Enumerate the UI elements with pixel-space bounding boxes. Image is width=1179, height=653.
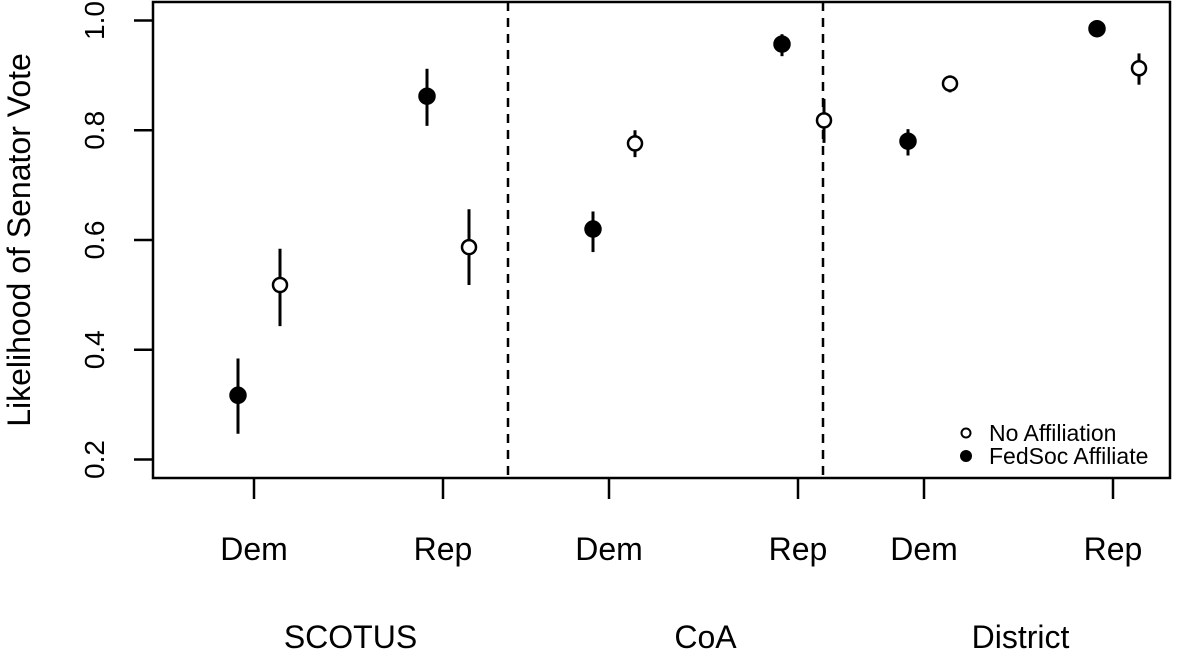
data-point-no-affiliation [271,276,289,294]
legend-label: FedSoc Affiliate [989,443,1148,469]
y-tick-label: 0.4 [79,330,110,369]
y-axis-label: Likelihood of Senator Vote [1,53,37,427]
x-tick-label: Dem [890,531,958,567]
data-point-no-affiliation [460,238,478,256]
data-point-no-affiliation [626,135,644,152]
x-tick-label: Dem [220,531,288,567]
data-point-fedsoc [899,132,917,150]
panel-label: SCOTUS [284,619,417,653]
x-tick-label: Rep [769,531,828,567]
y-axis: 0.2 0.4 0.6 0.8 1.0 [79,1,153,479]
panel-label: District [972,619,1070,653]
data-point-no-affiliation [815,112,833,129]
data-point-fedsoc [1088,19,1106,38]
x-tick-label: Rep [1084,531,1143,567]
data-point-fedsoc [584,220,602,238]
y-tick-label: 0.6 [79,221,110,260]
panel-dividers [506,2,825,478]
x-axis: Dem Rep SCOTUS Dem Rep CoA Dem Rep District [220,478,1142,653]
legend-label: No Affiliation [989,420,1116,446]
panel-label: CoA [674,619,737,653]
y-tick-label: 0.2 [79,440,110,479]
legend-marker [960,427,972,439]
legend-marker [960,450,972,462]
data-point-fedsoc [418,87,436,105]
data-points [229,19,1148,434]
y-tick-label: 0.8 [79,111,110,150]
data-point-no-affiliation [1130,59,1148,77]
data-point-fedsoc [229,386,247,405]
data-point-no-affiliation [941,75,959,92]
x-tick-label: Dem [575,531,643,567]
y-tick-label: 1.0 [79,1,110,40]
x-tick-label: Rep [414,531,473,567]
plot-frame [151,0,1172,480]
data-point-fedsoc [773,35,791,53]
